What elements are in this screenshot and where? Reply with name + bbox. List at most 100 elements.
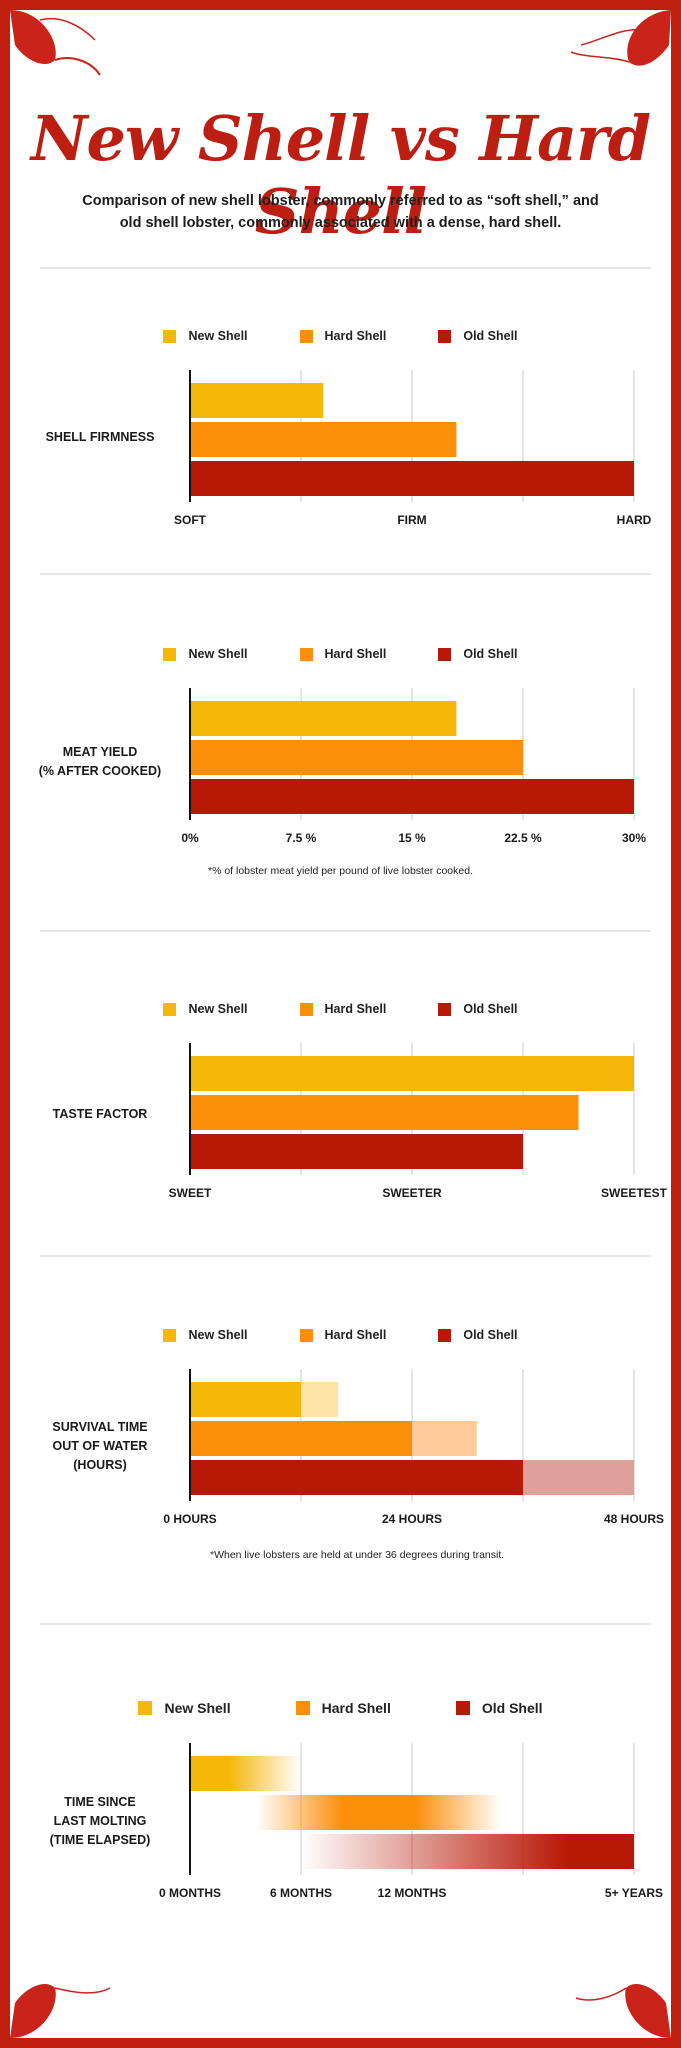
legend-item: Hard Shell <box>299 1328 387 1342</box>
tick-label: 6 MONTHS <box>270 1886 332 1900</box>
lobster-claw-top-left-icon <box>10 10 101 76</box>
legend-swatch <box>455 1701 470 1715</box>
legend-label: New Shell <box>188 1002 248 1016</box>
legend-swatch <box>163 1328 177 1342</box>
tick-label: 5+ YEARS <box>605 1886 663 1900</box>
legend: New Shell Hard Shell Old Shell <box>10 647 671 661</box>
legend: New Shell Hard Shell Old Shell <box>10 1328 671 1342</box>
tick-label: SWEETER <box>382 1186 442 1200</box>
legend-item: Old Shell <box>438 647 518 661</box>
chart-survival-time: 0 HOURS 24 HOURS 48 HOURS <box>163 1369 664 1526</box>
tick-label: 7.5 % <box>286 831 317 845</box>
bar-hard-shell <box>190 1095 579 1130</box>
legend-label: New Shell <box>164 1700 231 1716</box>
chart-subtitle: OUT OF WATER <box>52 1439 148 1453</box>
chart-label-meat-yield: MEAT YIELD (% AFTER COOKED) <box>20 743 180 781</box>
chart-title: SHELL FIRMNESS <box>45 430 155 444</box>
chart-label-survival-time: SURVIVAL TIME OUT OF WATER (HOURS) <box>20 1418 180 1475</box>
legend-item: Old Shell <box>438 1002 518 1016</box>
chart-title: TASTE FACTOR <box>52 1107 148 1121</box>
divider <box>40 1623 651 1625</box>
legend-swatch <box>163 1002 177 1016</box>
divider <box>40 930 651 932</box>
legend-item: Hard Shell <box>295 1700 391 1716</box>
legend-item: New Shell <box>163 1328 248 1342</box>
legend-label: New Shell <box>188 329 248 343</box>
tick-label: 48 HOURS <box>604 1512 664 1526</box>
tick-label: SWEET <box>169 1186 212 1200</box>
tick-label: 30% <box>622 831 646 845</box>
chart-shell-firmness: SOFT FIRM HARD <box>174 370 652 527</box>
footnote: *When live lobsters are held at under 36… <box>210 1549 505 1561</box>
legend-item: Hard Shell <box>299 329 387 343</box>
legend-label: Hard Shell <box>324 647 387 661</box>
legend-label: Old Shell <box>463 329 518 343</box>
legend-label: Old Shell <box>463 647 518 661</box>
bar-hard-shell <box>190 1421 412 1456</box>
legend-swatch <box>438 329 452 343</box>
bar-old-shell <box>190 1460 523 1495</box>
bar-new-shell <box>190 701 457 736</box>
legend-item: Hard Shell <box>299 647 387 661</box>
bar-hard-shell <box>190 740 523 775</box>
bar-new-shell <box>190 383 324 418</box>
legend-swatch <box>163 647 177 661</box>
tick-label: 12 MONTHS <box>378 1886 447 1900</box>
bar-old-shell <box>190 461 634 496</box>
bar-old-shell <box>190 1134 523 1169</box>
legend-swatch <box>163 329 177 343</box>
tick-label: SOFT <box>174 513 207 527</box>
chart-subtitle: (TIME ELAPSED) <box>49 1833 151 1847</box>
legend-swatch <box>299 647 313 661</box>
divider <box>40 267 651 269</box>
legend-swatch <box>295 1701 310 1715</box>
chart-subtitle: LAST MOLTING <box>53 1814 147 1828</box>
tick-label: FIRM <box>397 513 426 527</box>
chart-title: TIME SINCE <box>64 1795 136 1809</box>
legend-label: Hard Shell <box>324 329 387 343</box>
legend-item: New Shell <box>138 1700 231 1716</box>
legend-label: New Shell <box>188 1328 248 1342</box>
bar-new-shell <box>190 1056 634 1091</box>
legend-label: Old Shell <box>463 1328 518 1342</box>
page-title: New Shell vs Hard Shell <box>30 102 651 248</box>
legend: New Shell Hard Shell Old Shell <box>10 1700 671 1716</box>
legend-label: Hard Shell <box>324 1002 387 1016</box>
legend-item: New Shell <box>163 1002 248 1016</box>
legend-item: New Shell <box>163 647 248 661</box>
bar-hard-shell <box>190 422 457 457</box>
lobster-claw-bottom-right-icon <box>575 1983 671 2038</box>
legend-label: Hard Shell <box>321 1700 391 1716</box>
bar-new-shell <box>190 1382 301 1417</box>
legend-label: Old Shell <box>463 1002 518 1016</box>
chart-label-time-since-molting: TIME SINCE LAST MOLTING (TIME ELAPSED) <box>20 1793 180 1850</box>
legend-item: Old Shell <box>455 1700 543 1716</box>
chart-subtitle: (% AFTER COOKED) <box>38 764 162 778</box>
bar-new-shell <box>190 1756 301 1791</box>
tick-label: 0 HOURS <box>163 1512 216 1526</box>
legend-item: Old Shell <box>438 329 518 343</box>
legend-swatch <box>299 1328 313 1342</box>
bar-old-shell <box>301 1834 634 1869</box>
legend: New Shell Hard Shell Old Shell <box>10 1002 671 1016</box>
tick-label: 15 % <box>398 831 426 845</box>
legend-swatch <box>299 329 313 343</box>
legend-label: Hard Shell <box>324 1328 387 1342</box>
divider <box>40 1255 651 1257</box>
legend-swatch <box>438 647 452 661</box>
chart-label-shell-firmness: SHELL FIRMNESS <box>20 428 180 447</box>
legend-item: Old Shell <box>438 1328 518 1342</box>
lobster-claw-top-right-icon <box>570 10 671 66</box>
legend-item: Hard Shell <box>299 1002 387 1016</box>
chart-meat-yield: 0% 7.5 % 15 % 22.5 % 30% <box>181 688 646 845</box>
chart-title: MEAT YIELD <box>62 745 138 759</box>
footnote: *% of lobster meat yield per pound of li… <box>208 865 473 877</box>
legend-swatch <box>438 1328 452 1342</box>
tick-label: SWEETEST <box>601 1186 668 1200</box>
bar-range-hard-shell <box>412 1421 477 1456</box>
divider <box>40 573 651 575</box>
chart-taste-factor: SWEET SWEETER SWEETEST <box>169 1043 668 1200</box>
chart-time-since-molting: 0 MONTHS 6 MONTHS 12 MONTHS 5+ YEARS <box>159 1743 663 1900</box>
tick-label: 0% <box>181 831 199 845</box>
